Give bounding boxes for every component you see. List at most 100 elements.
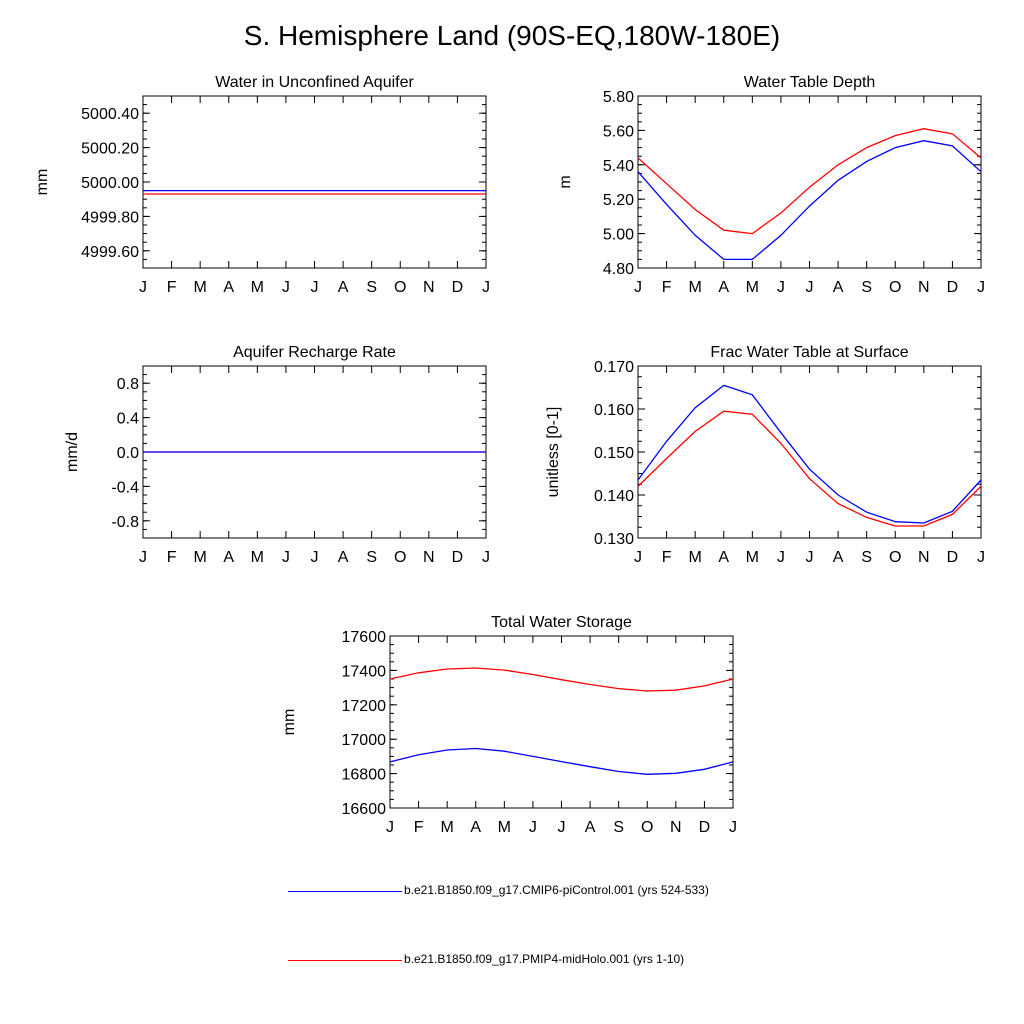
x-tick-label: M — [498, 819, 511, 836]
x-tick-label: A — [718, 549, 729, 566]
y-tick-label: 5.60 — [603, 123, 634, 140]
y-tick-label: 4999.80 — [81, 209, 139, 226]
x-tick-label: M — [194, 549, 207, 566]
x-tick-label: J — [777, 279, 785, 296]
x-tick-label: M — [746, 279, 759, 296]
x-tick-label: J — [386, 819, 394, 836]
chart-3-series-1 — [637, 410, 982, 527]
chart-0: J F M A M J J A S O N D J5000.405000.205000.004999.8… — [34, 74, 490, 296]
chart-1-series-1 — [637, 128, 982, 235]
x-tick-label: A — [833, 279, 844, 296]
x-tick-label: M — [251, 279, 264, 296]
x-tick-label: J — [558, 819, 566, 836]
x-tick-label: J — [282, 279, 290, 296]
x-tick-label: M — [441, 819, 454, 836]
x-tick-label: J — [482, 279, 490, 296]
x-tick-label: D — [452, 279, 464, 296]
x-tick-label: S — [861, 279, 872, 296]
chart-3-frame — [637, 365, 982, 539]
chart-0-frame — [142, 95, 487, 269]
x-tick-label: N — [918, 549, 930, 566]
x-tick-label: D — [947, 549, 959, 566]
y-tick-label: 5.20 — [603, 192, 634, 209]
x-tick-label: M — [746, 549, 759, 566]
chart-4-series-0 — [389, 747, 734, 775]
y-tick-label: 5.40 — [603, 158, 634, 175]
x-tick-label: N — [423, 549, 435, 566]
chart-1-frame — [637, 95, 982, 269]
chart-1: J F M A M J J A S O N D J5.805.605.405.205.004.80Wat… — [557, 74, 985, 296]
x-tick-label: S — [613, 819, 624, 836]
chart-1-series-0 — [637, 140, 982, 261]
x-tick-label: M — [689, 279, 702, 296]
y-tick-label: -0.4 — [111, 479, 139, 496]
y-tick-label: 17000 — [342, 732, 387, 749]
chart-0-title: Water in Unconfined Aquifer — [215, 74, 414, 91]
x-tick-label: O — [641, 819, 653, 836]
x-tick-label: A — [338, 279, 349, 296]
y-tick-label: 0.140 — [594, 488, 634, 505]
y-tick-label: 0.150 — [594, 445, 634, 462]
x-tick-label: J — [529, 819, 537, 836]
x-tick-label: F — [662, 279, 672, 296]
x-tick-label: M — [194, 279, 207, 296]
y-tick-label: 0.170 — [594, 359, 634, 376]
y-tick-label: 5000.40 — [81, 106, 139, 123]
chart-2-ylabel: mm/d — [64, 432, 81, 472]
chart-4-frame — [389, 635, 734, 809]
x-tick-label: N — [423, 279, 435, 296]
x-tick-label: N — [670, 819, 682, 836]
x-tick-label: M — [251, 549, 264, 566]
x-tick-label: O — [889, 279, 901, 296]
x-tick-label: S — [861, 549, 872, 566]
x-tick-label: A — [338, 549, 349, 566]
y-tick-label: 16800 — [342, 767, 387, 784]
chart-4-ylabel: mm — [281, 709, 298, 736]
x-tick-label: F — [167, 549, 177, 566]
x-tick-label: F — [414, 819, 424, 836]
x-tick-label: F — [167, 279, 177, 296]
y-tick-label: 17600 — [342, 629, 387, 646]
x-tick-label: J — [729, 819, 737, 836]
x-tick-label: D — [947, 279, 959, 296]
x-tick-label: D — [452, 549, 464, 566]
x-tick-label: J — [311, 549, 319, 566]
y-tick-label: 5.80 — [603, 89, 634, 106]
x-tick-label: A — [223, 549, 234, 566]
x-tick-label: J — [977, 549, 985, 566]
chart-4: J F M A M J J A S O N D J176001740017200170001680016… — [281, 614, 737, 836]
chart-3-series-0 — [637, 384, 982, 524]
x-tick-label: J — [311, 279, 319, 296]
chart-1-title: Water Table Depth — [744, 74, 876, 91]
x-tick-label: D — [699, 819, 711, 836]
y-tick-label: 16600 — [342, 801, 387, 818]
legend-line-midholo — [288, 960, 402, 961]
page-title: S. Hemisphere Land (90S-EQ,180W-180E) — [243, 20, 781, 51]
y-tick-label: 5000.20 — [81, 141, 139, 158]
y-tick-label: 5.00 — [603, 227, 634, 244]
x-tick-label: A — [223, 279, 234, 296]
chart-3-title: Frac Water Table at Surface — [710, 344, 908, 361]
x-tick-label: A — [585, 819, 596, 836]
x-tick-label: M — [689, 549, 702, 566]
x-tick-label: O — [394, 549, 406, 566]
x-tick-label: O — [394, 279, 406, 296]
x-tick-label: A — [470, 819, 481, 836]
y-tick-label: 0.130 — [594, 531, 634, 548]
chart-4-title: Total Water Storage — [491, 614, 632, 631]
x-tick-label: J — [139, 279, 147, 296]
x-tick-label: S — [366, 549, 377, 566]
chart-0-ylabel: mm — [34, 169, 51, 196]
y-tick-label: 0.8 — [117, 376, 139, 393]
y-tick-label: 17400 — [342, 663, 387, 680]
x-tick-label: J — [282, 549, 290, 566]
x-tick-label: N — [918, 279, 930, 296]
legend-line-picontrol — [288, 891, 402, 892]
x-tick-label: J — [634, 549, 642, 566]
y-tick-label: 0.160 — [594, 402, 634, 419]
y-tick-label: 5000.00 — [81, 175, 139, 192]
y-tick-label: 17200 — [342, 698, 387, 715]
chart-3-ylabel: unitless [0-1] — [545, 407, 562, 498]
